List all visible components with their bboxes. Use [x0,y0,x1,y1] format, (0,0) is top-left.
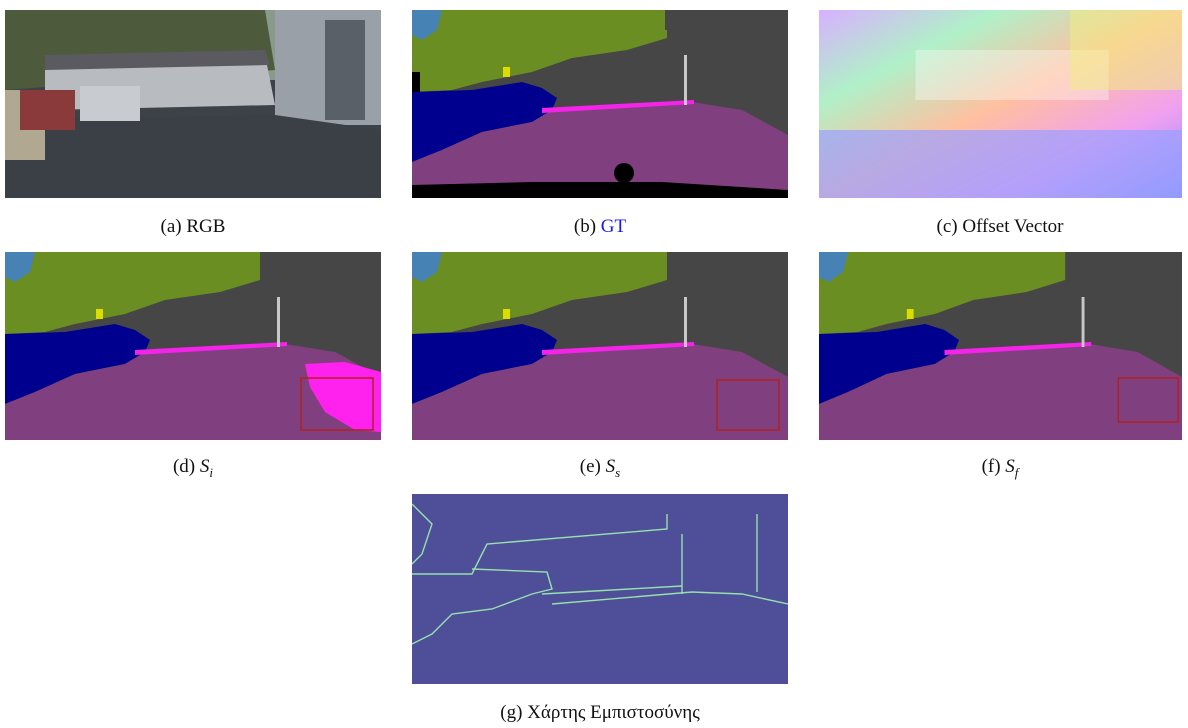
caption: (g) Χάρτης Εμπιστοσύνης [412,702,788,724]
figure: (a) RGB (b) GT (c) Offset Vector (d) Si … [0,0,1188,728]
caption: (b) GT [412,216,788,238]
caption: (d) Si [5,456,381,481]
caption-label: (d) [173,456,195,477]
caption-subscript: s [615,465,620,480]
caption-subscript: i [209,465,213,480]
caption: (c) Offset Vector [812,216,1188,238]
caption-text: S [606,456,616,477]
caption-text: Offset Vector [962,216,1063,237]
caption-label: (e) [580,456,601,477]
caption-text: S [1005,456,1015,477]
ss-image [412,252,788,440]
caption-label: (g) [500,702,522,723]
rgb-image [5,10,381,198]
caption-label: (a) [161,216,182,237]
caption-label: (b) [574,216,596,237]
sf-image [819,252,1182,440]
caption-label: (c) [937,216,958,237]
gt-image [412,10,788,198]
caption-text: S [200,456,210,477]
caption: (f) Sf [812,456,1188,481]
caption-text: Χάρτης Εμπιστοσύνης [527,702,700,723]
offset-image [819,10,1182,198]
caption-text: GT [601,216,626,237]
caption-label: (f) [982,456,1001,477]
confidence-image [412,494,788,684]
caption: (a) RGB [5,216,381,238]
si-image [5,252,381,440]
caption: (e) Ss [412,456,788,481]
caption-text: RGB [186,216,225,237]
caption-subscript: f [1015,465,1019,480]
